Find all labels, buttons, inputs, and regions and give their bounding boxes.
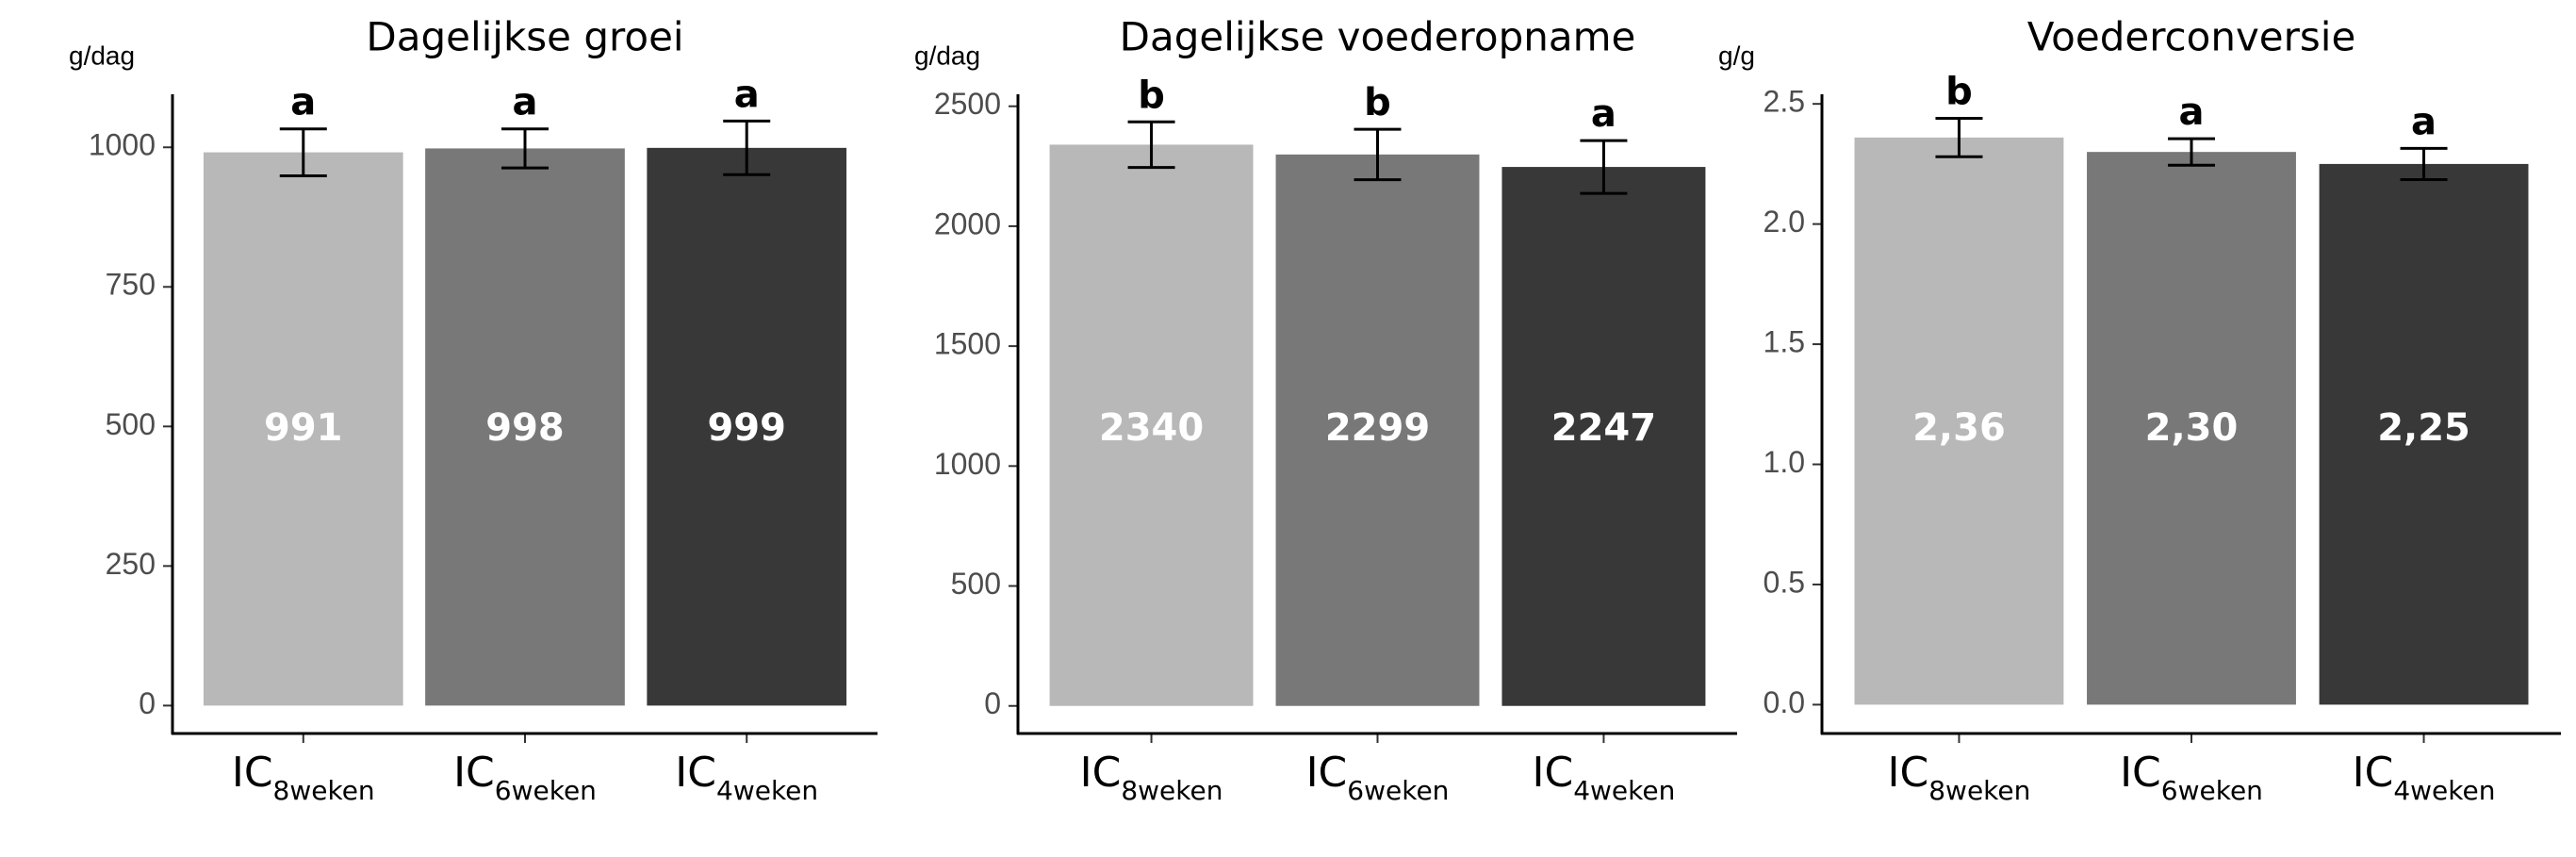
significance-letter: a — [2179, 91, 2205, 134]
chart-title: Dagelijkse voederopname — [1120, 14, 1636, 60]
chart-title: Voederconversie — [2027, 14, 2356, 60]
value-label: 999 — [707, 406, 786, 450]
chart-title: Dagelijkse groei — [366, 14, 683, 60]
category-main: IC — [2353, 749, 2394, 797]
bar — [1854, 137, 2064, 705]
error-bar — [1127, 120, 1175, 170]
category-sub: 4weken — [1573, 775, 1675, 806]
x-tick-label: IC8weken — [1080, 749, 1223, 806]
significance-letter: a — [2411, 100, 2437, 143]
y-tick-label: 250 — [106, 547, 156, 581]
x-tick-label: IC6weken — [2120, 749, 2263, 806]
category-main: IC — [1306, 749, 1348, 797]
y-tick-label: 500 — [106, 407, 156, 441]
y-tick-label: 0 — [139, 686, 156, 720]
x-tick-label: IC8weken — [1888, 749, 2031, 806]
y-tick-label: 2000 — [934, 206, 1001, 240]
x-tick-label: IC4weken — [675, 749, 818, 806]
significance-letter: b — [1364, 81, 1391, 124]
bar — [2319, 163, 2529, 705]
category-sub: 4weken — [2393, 775, 2495, 806]
error-bar — [1935, 116, 1983, 158]
y-axis-unit: g/dag — [69, 41, 135, 70]
bar — [203, 152, 403, 706]
value-label: 2299 — [1325, 406, 1430, 450]
y-tick-label: 2.0 — [1764, 205, 1805, 239]
x-tick-label: IC4weken — [2353, 749, 2496, 806]
x-tick-label: IC8weken — [232, 749, 375, 806]
error-bar — [279, 127, 327, 177]
value-label: 2340 — [1099, 406, 1204, 450]
x-tick-label: IC6weken — [1306, 749, 1450, 806]
bar — [1275, 154, 1480, 706]
significance-letter: b — [1945, 70, 1973, 113]
category-main: IC — [1080, 749, 1122, 797]
y-tick-label: 1000 — [89, 128, 156, 162]
y-tick-label: 750 — [106, 268, 156, 302]
bar — [2087, 152, 2296, 705]
category-main: IC — [1533, 749, 1574, 797]
error-bar — [2400, 146, 2448, 181]
category-sub: 8weken — [1928, 775, 2030, 806]
category-sub: 8weken — [273, 775, 375, 806]
y-tick-label: 0 — [984, 686, 1001, 720]
y-tick-label: 0.0 — [1764, 685, 1805, 719]
category-main: IC — [2120, 749, 2161, 797]
y-tick-label: 1500 — [934, 327, 1001, 361]
y-tick-label: 2.5 — [1764, 85, 1805, 119]
category-sub: 6weken — [1347, 775, 1449, 806]
value-label: 2,36 — [1912, 406, 2006, 450]
significance-letter: b — [1138, 74, 1165, 117]
x-tick-label: IC6weken — [453, 749, 597, 806]
error-bar — [2168, 137, 2215, 167]
y-axis-unit: g/dag — [914, 41, 980, 70]
value-label: 998 — [485, 406, 565, 450]
value-label: 991 — [264, 406, 343, 450]
significance-letter: a — [1591, 92, 1616, 136]
y-tick-label: 2500 — [934, 87, 1001, 121]
category-main: IC — [1888, 749, 1929, 797]
category-sub: 8weken — [1121, 775, 1222, 806]
bar — [647, 147, 847, 706]
category-sub: 6weken — [495, 775, 597, 806]
category-sub: 4weken — [716, 775, 818, 806]
category-main: IC — [232, 749, 273, 797]
significance-letter: a — [513, 81, 538, 124]
x-tick-label: IC4weken — [1533, 749, 1676, 806]
value-label: 2247 — [1551, 406, 1656, 450]
error-bar — [1580, 139, 1628, 195]
error-bar — [1354, 127, 1402, 182]
error-bar — [723, 119, 771, 176]
bar — [1049, 144, 1254, 706]
significance-letter: a — [290, 81, 316, 124]
y-tick-label: 500 — [951, 567, 1001, 601]
category-sub: 6weken — [2161, 775, 2263, 806]
value-label: 2,30 — [2145, 406, 2239, 450]
bar — [425, 148, 625, 706]
category-main: IC — [675, 749, 716, 797]
error-bar — [501, 127, 549, 170]
y-axis-unit: g/g — [1718, 41, 1755, 70]
y-tick-label: 1.5 — [1764, 325, 1805, 359]
y-tick-label: 1000 — [934, 447, 1001, 481]
category-main: IC — [453, 749, 495, 797]
y-tick-label: 0.5 — [1764, 565, 1805, 599]
bar — [1501, 167, 1706, 706]
value-label: 2,25 — [2377, 406, 2470, 450]
significance-letter: a — [734, 73, 760, 116]
y-tick-label: 1.0 — [1764, 445, 1805, 479]
